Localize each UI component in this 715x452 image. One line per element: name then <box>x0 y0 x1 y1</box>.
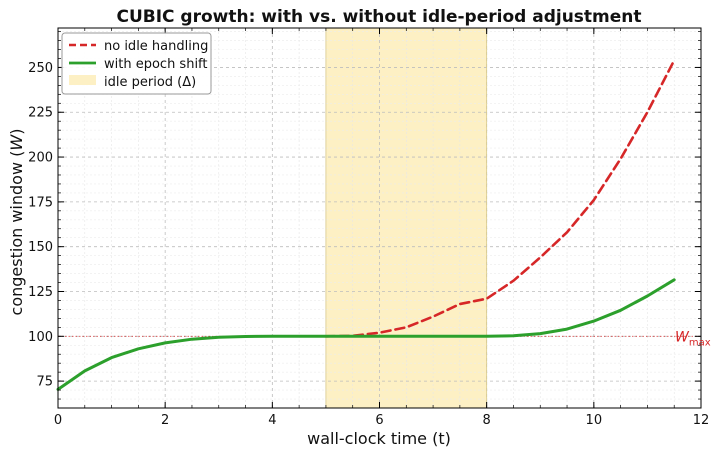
legend-box <box>61 32 212 95</box>
y-tick-label: 100 <box>28 330 53 345</box>
y-tick-label: 225 <box>28 106 53 121</box>
y-tick-label: 125 <box>28 285 53 300</box>
legend-label-epoch-shift: with epoch shift <box>104 57 208 72</box>
x-tick-label: 12 <box>693 413 710 428</box>
wmax-label-sub: max <box>689 337 711 348</box>
legend: no idle handling with epoch shift idle p… <box>61 32 212 95</box>
y-tick-label: 150 <box>28 240 53 255</box>
x-tick-label: 0 <box>54 413 62 428</box>
y-tick-label: 200 <box>28 151 53 166</box>
chart-title: CUBIC growth: with vs. without idle-peri… <box>116 7 641 27</box>
x-tick-label: 6 <box>375 413 383 428</box>
x-tick-label: 4 <box>268 413 276 428</box>
wmax-label-main: W <box>675 329 690 345</box>
legend-label-no-idle: no idle handling <box>104 39 208 54</box>
y-tick-label: 250 <box>28 61 53 76</box>
series-line-no-idle-handling <box>324 59 676 338</box>
series-line-with-epoch-shift <box>56 278 676 391</box>
plot-area: 0 2 4 6 8 10 12 75 100 125 150 175 200 225 250 Wmax <box>28 27 711 428</box>
y-tick-label: 175 <box>28 195 53 210</box>
y-axis-label-prefix: congestion window ( <box>7 151 26 316</box>
y-tick-label: 75 <box>36 375 53 390</box>
wmax-label: Wmax <box>675 329 711 348</box>
x-tick-label: 2 <box>161 413 169 428</box>
legend-label-idle-period: idle period (Δ) <box>104 75 196 90</box>
x-axis-label: wall-clock time (t) <box>307 429 451 448</box>
x-tick-label: 10 <box>586 413 603 428</box>
legend-swatch-idle-period <box>69 75 96 85</box>
x-tick-label: 8 <box>483 413 491 428</box>
y-axis-label-variable: W <box>7 134 26 151</box>
y-axis-label: congestion window (W) <box>7 129 26 316</box>
y-axis-label-suffix: ) <box>7 129 26 135</box>
